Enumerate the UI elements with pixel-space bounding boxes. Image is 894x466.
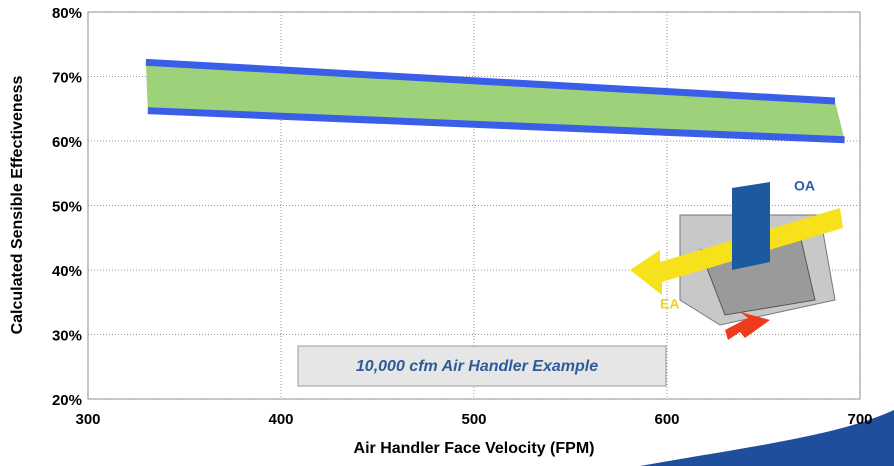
y-tick-label: 70% — [52, 69, 82, 86]
annotation: EA — [660, 296, 679, 312]
y-tick-label: 50% — [52, 198, 82, 215]
y-tick-label: 60% — [52, 134, 82, 151]
annotation: OA — [794, 178, 815, 194]
annotation: 10,000 cfm Air Handler Example — [356, 358, 598, 375]
x-tick-label: 700 — [847, 411, 872, 428]
chart: OA EA 10,000 cfm Air Handler Example Air… — [0, 0, 894, 466]
page: {"chart_data": {"type": "line", "xlabel"… — [0, 0, 894, 466]
y-tick-label: 30% — [52, 327, 82, 344]
x-tick-label: 300 — [75, 411, 100, 428]
x-tick-label: 600 — [654, 411, 679, 428]
y-axis-title: Calculated Sensible Effectiveness — [9, 76, 26, 335]
x-tick-label: 400 — [268, 411, 293, 428]
y-tick-label: 80% — [52, 5, 82, 22]
x-axis-title: Air Handler Face Velocity (FPM) — [354, 440, 595, 457]
x-tick-label: 500 — [461, 411, 486, 428]
y-tick-label: 40% — [52, 263, 82, 280]
y-tick-label: 20% — [52, 392, 82, 409]
